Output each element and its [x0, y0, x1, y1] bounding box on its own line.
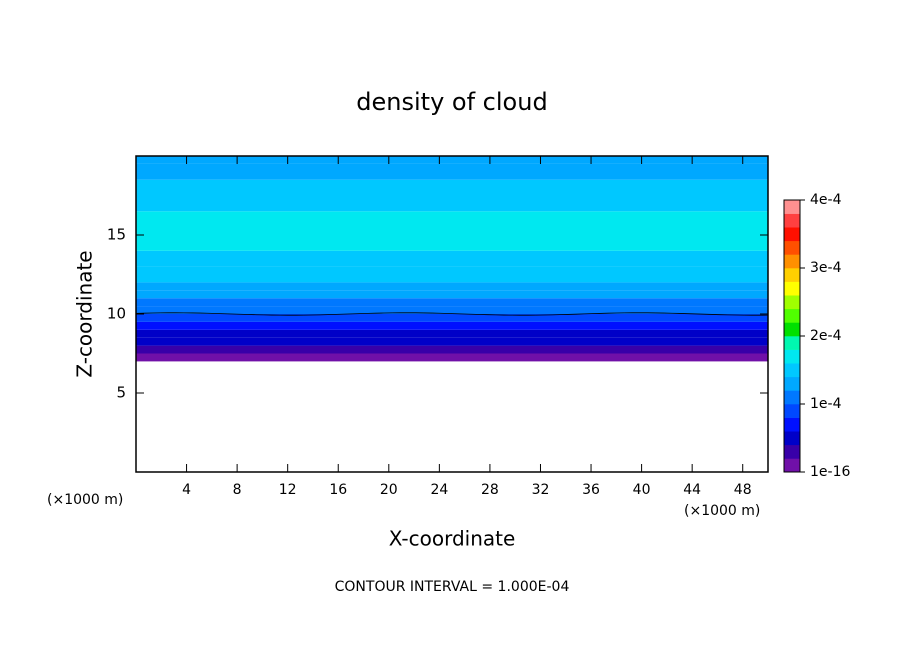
- colorbar-swatch: [784, 444, 800, 459]
- colorbar-swatch: [784, 240, 800, 255]
- chart-title: density of cloud: [356, 88, 547, 116]
- colorbar-swatch: [784, 227, 800, 242]
- x-axis-label: X-coordinate: [389, 527, 516, 551]
- contour-band: [136, 298, 768, 307]
- contour-band: [136, 353, 768, 362]
- annotation: CONTOUR INTERVAL = 1.000E-04: [335, 579, 570, 595]
- x-unit-label: (×1000 m): [684, 503, 760, 519]
- colorbar-tick-label: 3e-4: [810, 260, 842, 276]
- contour-band: [136, 345, 768, 354]
- x-tick-label: 8: [233, 482, 242, 498]
- colorbar-swatch: [784, 390, 800, 405]
- colorbar-swatch: [784, 308, 800, 323]
- colorbar-swatch: [784, 349, 800, 364]
- contour-band: [136, 321, 768, 330]
- contour-band: [136, 163, 768, 180]
- contour-band: [136, 266, 768, 283]
- x-tick-label: 28: [481, 482, 499, 498]
- colorbar-tick-label: 1e-4: [810, 396, 842, 412]
- colorbar-tick-label: 4e-4: [810, 192, 842, 208]
- colorbar-swatch: [784, 376, 800, 391]
- colorbar-swatch: [784, 322, 800, 337]
- colorbar-swatch: [784, 200, 800, 214]
- contour-band: [136, 329, 768, 338]
- contour-band: [136, 156, 768, 164]
- y-unit-label: (×1000 m): [47, 492, 123, 508]
- contour-band: [136, 314, 768, 322]
- colorbar-tick-label: 1e-16: [810, 464, 850, 480]
- x-tick-label: 24: [430, 482, 448, 498]
- contour-band: [136, 250, 768, 267]
- y-tick-label: 15: [107, 226, 126, 244]
- x-tick-label: 48: [734, 482, 752, 498]
- x-tick-label: 4: [182, 482, 191, 498]
- x-tick-label: 44: [683, 482, 701, 498]
- colorbar-tick-label: 2e-4: [810, 328, 842, 344]
- contour-band: [136, 282, 768, 291]
- colorbar-swatch: [784, 363, 800, 378]
- colorbar-swatch: [784, 295, 800, 310]
- contour-band: [136, 306, 768, 314]
- x-tick-label: 12: [279, 482, 297, 498]
- x-tick-label: 40: [633, 482, 651, 498]
- contour-band: [136, 211, 768, 251]
- colorbar-swatch: [784, 336, 800, 350]
- x-tick-label: 16: [329, 482, 347, 498]
- colorbar-swatch: [784, 254, 800, 269]
- y-tick-label: 10: [107, 305, 126, 323]
- y-tick-label: 5: [116, 384, 126, 402]
- colorbar-swatch: [784, 404, 800, 418]
- colorbar-swatch: [784, 458, 800, 473]
- contour-line: [135, 312, 769, 316]
- colorbar-swatch: [784, 213, 800, 228]
- contour-band: [136, 337, 768, 346]
- contour-band: [136, 290, 768, 299]
- colorbar-swatch: [784, 431, 800, 446]
- colorbar-swatch: [784, 281, 800, 296]
- contour-band: [136, 179, 768, 212]
- colorbar-swatch: [784, 417, 800, 432]
- colorbar-swatch: [784, 268, 800, 282]
- x-tick-label: 36: [582, 482, 600, 498]
- x-tick-label: 20: [380, 482, 398, 498]
- y-axis-label: Z-coordinate: [73, 250, 97, 377]
- x-tick-label: 32: [532, 482, 550, 498]
